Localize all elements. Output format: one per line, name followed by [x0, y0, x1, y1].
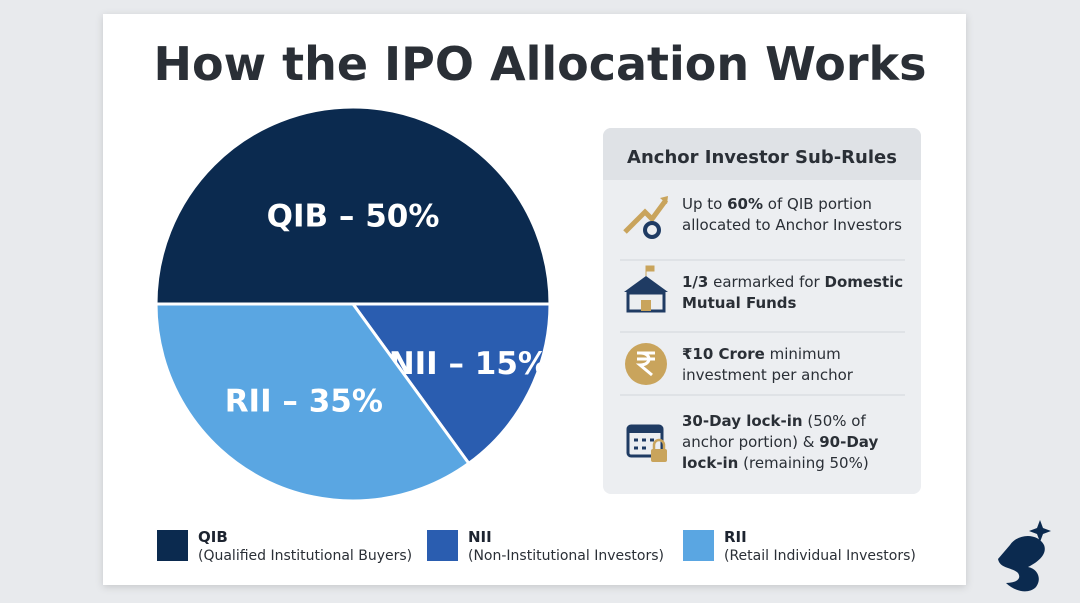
- legend-description: (Qualified Institutional Buyers): [198, 548, 412, 564]
- legend-name: QIB: [198, 528, 228, 546]
- panel-header: [603, 128, 921, 180]
- icon-calendar: [626, 424, 667, 462]
- icon-rupee: [625, 343, 667, 385]
- icon-building: [624, 265, 668, 313]
- legend-description: (Retail Individual Investors): [724, 548, 916, 564]
- rule-text: ₹10 Crore minimum: [682, 345, 841, 363]
- rule-segment: 90-Day: [819, 433, 878, 451]
- legend-swatch: [683, 530, 714, 561]
- legend-swatch: [157, 530, 188, 561]
- slice-label: QIB – 50%: [267, 198, 440, 234]
- rule-segment: anchor portion) &: [682, 433, 819, 451]
- panel-title: Anchor Investor Sub-Rules: [627, 147, 897, 168]
- panel: [603, 128, 921, 494]
- legend-swatch: [427, 530, 458, 561]
- rule-text: Mutual Funds: [682, 294, 797, 312]
- rule-text: investment per anchor: [682, 366, 854, 384]
- rule-segment: 30-Day lock-in: [682, 412, 803, 430]
- legend-name: NII: [468, 528, 492, 546]
- rule-segment: investment per anchor: [682, 366, 854, 384]
- rule-segment: ₹10 Crore: [682, 345, 765, 363]
- chart-title: How the IPO Allocation Works: [153, 37, 926, 91]
- rule-segment: lock-in: [682, 454, 738, 472]
- rule-segment: 1/3: [682, 273, 708, 291]
- rule-segment: (remaining 50%): [738, 454, 868, 472]
- rule-segment: Mutual Funds: [682, 294, 797, 312]
- slice-label: NII – 15%: [389, 346, 549, 382]
- icon-growth: [623, 196, 669, 239]
- rule-segment: minimum: [765, 345, 841, 363]
- rule-text: allocated to Anchor Investors: [682, 216, 902, 234]
- legend-name: RII: [724, 528, 747, 546]
- logo: [998, 520, 1051, 592]
- rule-segment: earmarked for: [708, 273, 824, 291]
- rule-segment: Up to: [682, 195, 727, 213]
- pie-slice: [154, 302, 471, 503]
- rule-segment: allocated to Anchor Investors: [682, 216, 902, 234]
- panel-items: Up to 60% of QIB portion allocated to Anc…: [620, 195, 905, 472]
- rule-text: 1/3 earmarked for Domestic: [682, 273, 903, 291]
- legend: QIB (Qualified Institutional Buyers) NII (N…: [157, 528, 916, 564]
- pie-slice: [350, 302, 552, 466]
- rule-segment: Domestic: [825, 273, 904, 291]
- rule-text: anchor portion) & 90-Day: [682, 433, 878, 451]
- pie: QIB – 50% NII – 15%RII – 35%: [154, 105, 552, 503]
- rule-text: 30-Day lock-in (50% of: [682, 412, 866, 430]
- rule-text: Up to 60% of QIB portion: [682, 195, 872, 213]
- rule-segment: 60%: [727, 195, 763, 213]
- rule-segment: (50% of: [803, 412, 867, 430]
- rule-segment: of QIB portion: [763, 195, 872, 213]
- pie-slice: [154, 105, 552, 306]
- rule-text: lock-in (remaining 50%): [682, 454, 869, 472]
- legend-description: (Non-Institutional Investors): [468, 548, 664, 564]
- slice-label: RII – 35%: [225, 384, 383, 420]
